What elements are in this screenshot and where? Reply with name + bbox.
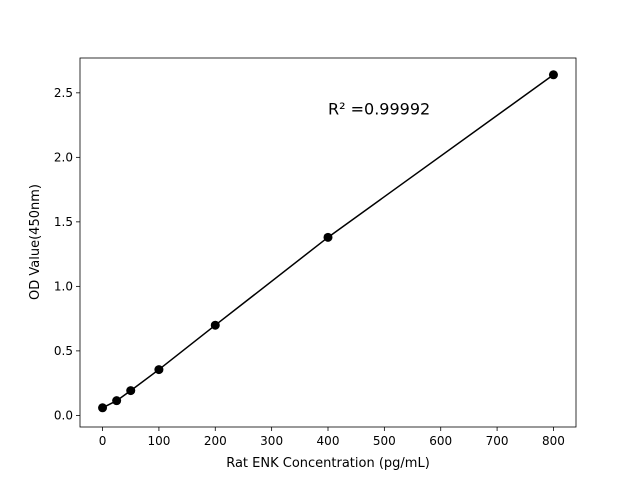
x-tick-label: 800 bbox=[542, 434, 565, 448]
y-tick-label: 1.5 bbox=[54, 215, 73, 229]
x-tick-label: 500 bbox=[373, 434, 396, 448]
y-tick-label: 2.5 bbox=[54, 86, 73, 100]
annotation-r-squared: R² =0.99992 bbox=[328, 99, 430, 118]
x-tick-label: 700 bbox=[486, 434, 509, 448]
x-tick-label: 600 bbox=[429, 434, 452, 448]
y-tick-label: 1.0 bbox=[54, 279, 73, 293]
data-point bbox=[210, 320, 220, 330]
x-axis-label: Rat ENK Concentration (pg/mL) bbox=[226, 456, 430, 471]
data-point bbox=[98, 403, 108, 413]
data-point bbox=[548, 70, 558, 80]
y-axis-label: OD Value(450nm) bbox=[28, 184, 43, 300]
x-tick-label: 400 bbox=[317, 434, 340, 448]
data-point bbox=[154, 365, 164, 375]
y-tick-label: 0.0 bbox=[54, 408, 73, 422]
data-point bbox=[126, 386, 136, 396]
y-tick-label: 0.5 bbox=[54, 344, 73, 358]
x-tick-label: 200 bbox=[204, 434, 227, 448]
x-tick-label: 0 bbox=[99, 434, 107, 448]
x-tick-label: 100 bbox=[147, 434, 170, 448]
data-point bbox=[323, 232, 333, 242]
x-tick-label: 300 bbox=[260, 434, 283, 448]
data-point bbox=[112, 396, 122, 406]
y-tick-label: 2.0 bbox=[54, 150, 73, 164]
